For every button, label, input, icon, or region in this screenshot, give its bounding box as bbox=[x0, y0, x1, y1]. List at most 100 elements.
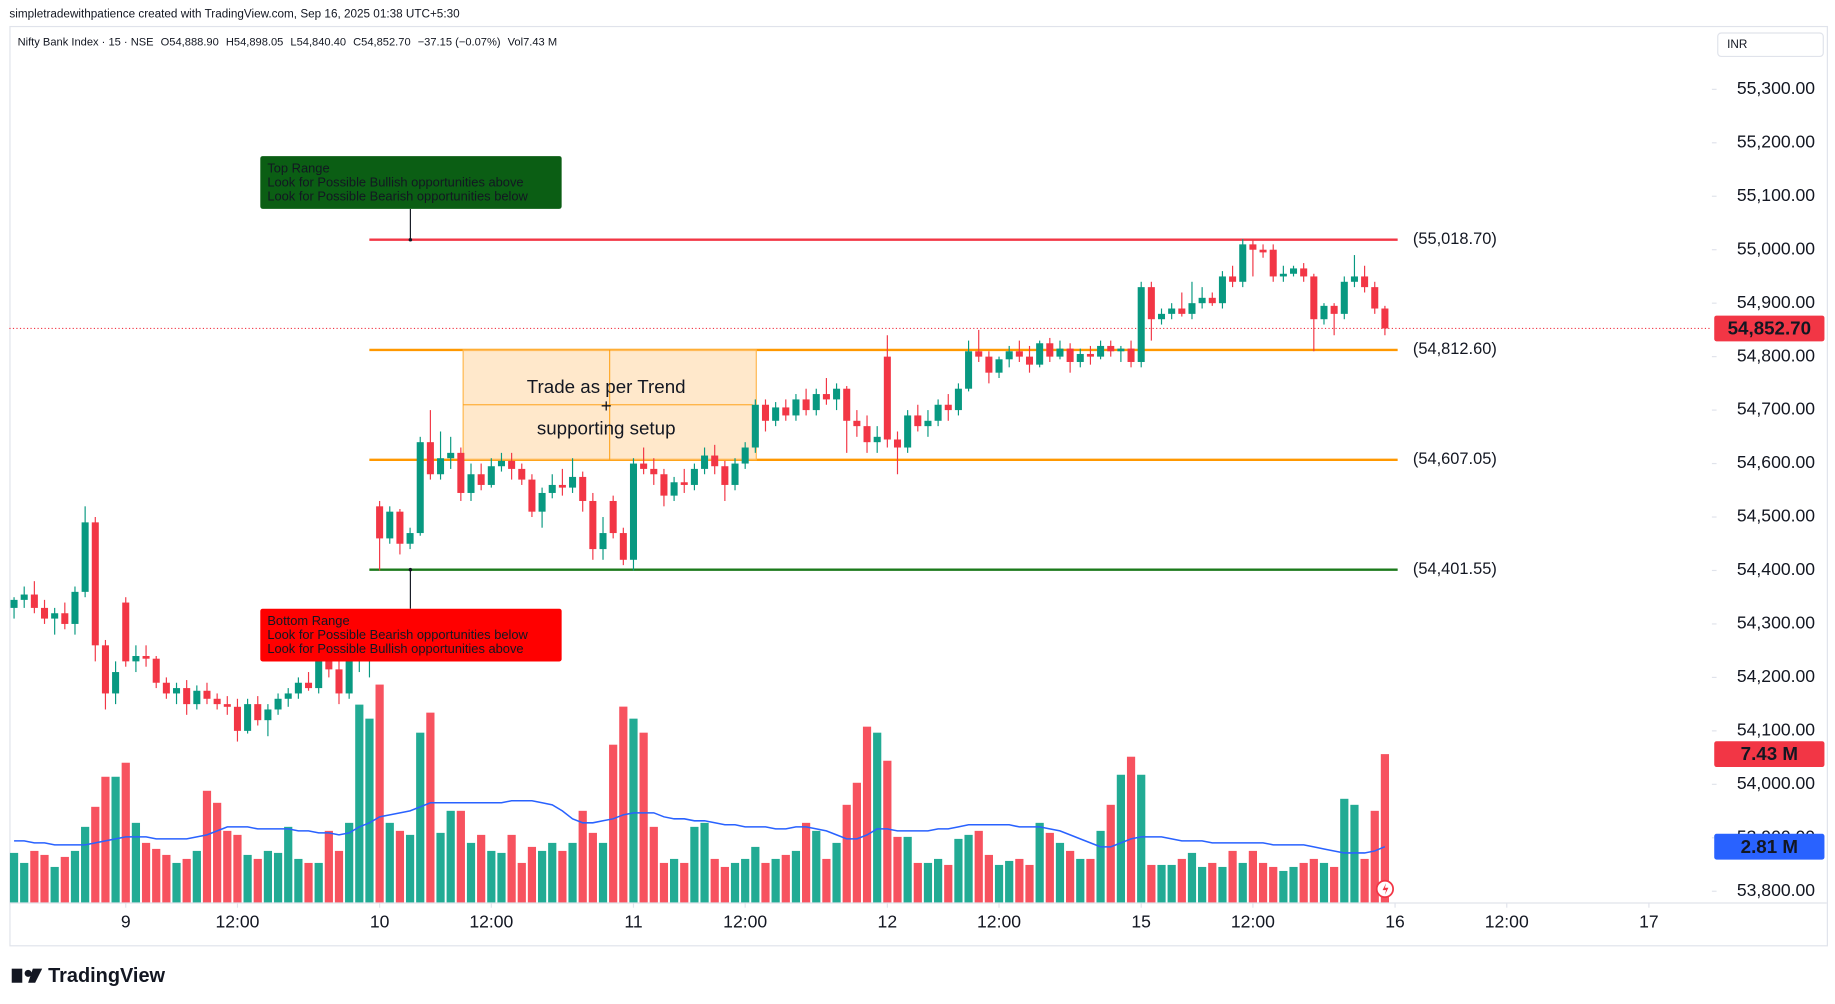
volume-bar bbox=[1289, 866, 1298, 904]
volume-bar bbox=[456, 810, 465, 904]
candle-body bbox=[244, 704, 252, 731]
price-badge-label: 54,852.70 bbox=[1728, 318, 1811, 339]
candle-body bbox=[670, 482, 678, 496]
candle-body bbox=[487, 466, 495, 485]
x-tick-label: 12:00 bbox=[1485, 912, 1529, 932]
currency[interactable]: INR bbox=[1727, 38, 1747, 51]
volume-bar bbox=[1025, 864, 1034, 904]
volume-bar bbox=[1045, 832, 1054, 904]
volume-bar bbox=[659, 862, 669, 904]
volume-bar bbox=[1258, 862, 1268, 904]
volume-bar bbox=[294, 858, 303, 904]
volume-bar bbox=[852, 782, 861, 904]
candle-body bbox=[1198, 297, 1206, 304]
y-tick-label: 54,200.00 bbox=[1737, 666, 1815, 686]
volume-bar bbox=[558, 850, 567, 904]
candle-body bbox=[193, 690, 201, 705]
candle-body bbox=[629, 463, 637, 560]
candle-body bbox=[152, 658, 160, 683]
y-tick-label: 53,800.00 bbox=[1737, 880, 1815, 900]
volume-bar bbox=[243, 854, 252, 904]
volume-bar bbox=[517, 862, 526, 904]
volume-bar bbox=[141, 842, 151, 904]
price-badge bbox=[1714, 741, 1825, 768]
volume-bar bbox=[121, 762, 130, 904]
candle-body bbox=[40, 607, 49, 619]
volume-bar bbox=[1167, 864, 1176, 904]
volume-bar bbox=[629, 718, 638, 904]
candle-body bbox=[437, 458, 445, 475]
logo-mark bbox=[24, 969, 32, 977]
volume-bar bbox=[365, 718, 374, 904]
currency-box[interactable] bbox=[1717, 32, 1824, 58]
volume-bar bbox=[1066, 850, 1075, 904]
volume-bar bbox=[91, 806, 100, 904]
volume-bar bbox=[1137, 774, 1146, 904]
candle-body bbox=[741, 447, 749, 464]
candle-body bbox=[599, 533, 607, 550]
volume-bar bbox=[893, 836, 902, 904]
legend-item: L54,840.40 bbox=[290, 36, 346, 48]
level-label: (55,018.70) bbox=[1413, 230, 1497, 248]
volume-bar bbox=[1228, 850, 1237, 904]
candle-body bbox=[183, 688, 191, 705]
candle-body bbox=[396, 511, 404, 544]
note-dot bbox=[408, 567, 413, 572]
volume-bar bbox=[273, 852, 283, 904]
candle-body bbox=[701, 455, 709, 469]
volume-bar bbox=[710, 858, 719, 904]
candle-body bbox=[782, 407, 790, 416]
logo: TradingView bbox=[48, 965, 165, 987]
candle-body bbox=[61, 613, 69, 624]
box-note: + bbox=[601, 395, 612, 416]
logo-mark bbox=[28, 968, 43, 983]
level-label: (54,401.55) bbox=[1413, 560, 1497, 578]
candle-body bbox=[447, 452, 455, 459]
candle-body bbox=[1330, 305, 1338, 314]
candle-body bbox=[863, 426, 871, 443]
candle-body bbox=[1086, 353, 1094, 357]
candle-body bbox=[1137, 287, 1145, 362]
candle-body bbox=[1208, 297, 1216, 304]
candle-body bbox=[975, 351, 983, 357]
volume-bar bbox=[1340, 798, 1349, 904]
volume-bar bbox=[669, 858, 679, 904]
note-text: Look for Possible Bearish opportunities … bbox=[267, 189, 528, 204]
candle-body bbox=[122, 602, 130, 662]
candle-body bbox=[254, 704, 262, 721]
volume-bar bbox=[954, 838, 963, 904]
candle-body bbox=[1046, 343, 1054, 357]
volume-bar bbox=[1299, 862, 1308, 904]
candle-body bbox=[1340, 281, 1348, 314]
volume-bar bbox=[1086, 858, 1095, 904]
volume-bar bbox=[466, 842, 476, 904]
candle-body bbox=[1290, 268, 1298, 274]
volume-bar bbox=[1187, 852, 1197, 904]
candle-body bbox=[426, 442, 434, 475]
y-tick-label: 55,000.00 bbox=[1737, 238, 1815, 258]
symbol: Nifty Bank Index · 15 · NSE bbox=[18, 36, 154, 48]
volume-bar bbox=[182, 858, 191, 904]
volume-bar bbox=[446, 810, 455, 904]
volume-bar bbox=[944, 864, 953, 904]
volume-bar bbox=[903, 836, 912, 904]
volume-bar bbox=[1076, 858, 1085, 904]
candle-body bbox=[1066, 348, 1074, 362]
candle-body bbox=[995, 359, 1003, 373]
volume-bar bbox=[70, 850, 80, 904]
volume-bar bbox=[964, 834, 973, 904]
candle-body bbox=[518, 468, 526, 480]
volume-bar bbox=[934, 858, 943, 904]
candle-body bbox=[680, 482, 688, 485]
volume-bar bbox=[609, 744, 618, 904]
candle-body bbox=[1239, 244, 1247, 282]
candle-body bbox=[1371, 287, 1379, 309]
candle-body bbox=[132, 656, 140, 662]
note-box bbox=[260, 608, 562, 662]
volume-bar bbox=[588, 832, 597, 904]
candle-body bbox=[91, 522, 99, 646]
price-badge bbox=[1714, 833, 1825, 860]
candle-body bbox=[924, 420, 932, 427]
volume-bar bbox=[1198, 866, 1207, 904]
candle-body bbox=[51, 613, 59, 619]
